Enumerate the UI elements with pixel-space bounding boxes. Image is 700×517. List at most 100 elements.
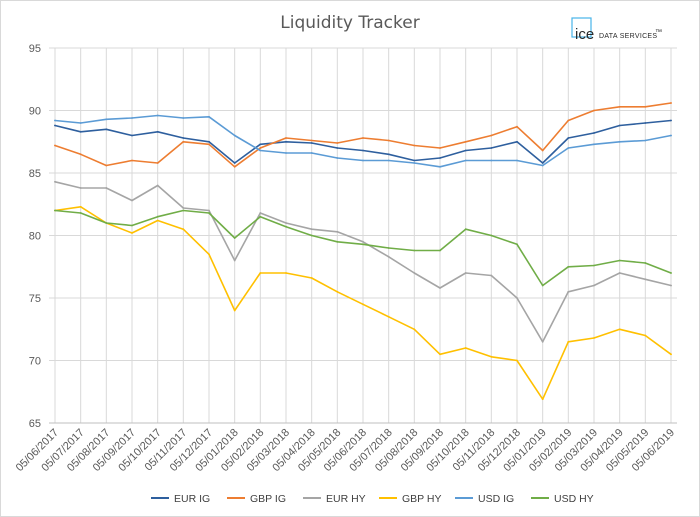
series-point-eur-hy xyxy=(336,230,339,233)
series-point-eur-ig xyxy=(233,162,236,164)
series-point-gbp-ig xyxy=(336,142,339,144)
series-point-eur-hy xyxy=(208,209,210,212)
series-point-eur-ig xyxy=(413,159,416,162)
y-tick-label: 90 xyxy=(29,106,41,118)
series-point-gbp-ig xyxy=(516,125,518,128)
series-point-eur-ig xyxy=(387,153,390,156)
series-point-eur-ig xyxy=(490,147,493,149)
series-point-usd-hy xyxy=(670,272,672,274)
legend-label-usd-ig: USD IG xyxy=(478,493,514,505)
series-point-usd-ig xyxy=(670,134,672,137)
series-point-usd-ig xyxy=(362,159,364,162)
logo-trademark-mark: ™ xyxy=(655,29,662,36)
series-point-usd-ig xyxy=(464,159,467,162)
series-point-eur-hy xyxy=(182,207,185,209)
series-point-usd-ig xyxy=(79,122,82,124)
series-point-usd-ig xyxy=(644,139,647,142)
series-point-eur-ig xyxy=(362,149,364,152)
series-point-usd-hy xyxy=(516,243,518,246)
series-point-eur-ig xyxy=(208,140,210,143)
series-point-usd-ig xyxy=(618,140,621,143)
series-point-eur-hy xyxy=(131,199,133,202)
series-layer xyxy=(54,102,672,401)
series-point-eur-hy xyxy=(285,222,287,224)
series-point-usd-hy xyxy=(593,264,595,267)
series-point-gbp-ig xyxy=(413,144,416,147)
series-point-eur-hy xyxy=(644,278,647,281)
series-point-usd-hy xyxy=(464,228,467,231)
series-point-usd-hy xyxy=(259,215,262,218)
series-point-gbp-ig xyxy=(310,139,313,142)
series-point-gbp-hy xyxy=(259,272,262,274)
series-point-usd-ig xyxy=(208,115,210,118)
series-point-usd-ig xyxy=(541,164,544,167)
series-point-gbp-ig xyxy=(54,144,56,147)
series-point-eur-hy xyxy=(541,340,544,343)
series-point-eur-ig xyxy=(79,130,82,133)
series-point-gbp-ig xyxy=(285,137,287,139)
series-point-usd-hy xyxy=(156,215,159,218)
series-point-gbp-ig xyxy=(233,165,236,168)
series-point-usd-ig xyxy=(131,117,133,119)
series-point-usd-ig xyxy=(567,147,570,149)
series-point-gbp-hy xyxy=(567,340,570,343)
series-point-gbp-ig xyxy=(490,134,493,137)
series-point-usd-ig xyxy=(285,152,287,154)
series-point-usd-ig xyxy=(387,159,390,162)
series-point-gbp-hy xyxy=(413,328,416,331)
series-point-usd-ig xyxy=(54,119,56,122)
chart-title: Liquidity Tracker xyxy=(280,13,419,33)
series-point-gbp-hy xyxy=(516,359,518,362)
series-point-usd-hy xyxy=(644,262,647,264)
logo-frame xyxy=(571,17,592,38)
series-point-eur-hy xyxy=(54,180,56,183)
series-point-eur-hy xyxy=(310,228,313,231)
series-point-eur-ig xyxy=(516,140,518,143)
series-point-gbp-hy xyxy=(387,315,390,318)
series-point-gbp-ig xyxy=(131,159,133,162)
series-point-gbp-ig xyxy=(208,143,210,146)
series-point-gbp-hy xyxy=(670,353,672,356)
y-tick-label: 65 xyxy=(29,418,41,430)
series-point-usd-hy xyxy=(208,212,210,214)
series-point-eur-ig xyxy=(541,162,544,164)
series-point-usd-ig xyxy=(439,165,441,168)
y-tick-label: 85 xyxy=(29,168,41,180)
series-point-usd-hy xyxy=(387,247,390,249)
series-point-eur-hy xyxy=(618,272,621,274)
series-point-usd-hy xyxy=(182,209,185,212)
series-point-eur-hy xyxy=(259,212,262,214)
series-point-usd-hy xyxy=(336,240,339,243)
series-point-gbp-ig xyxy=(541,149,544,152)
series-point-gbp-ig xyxy=(593,109,595,112)
series-point-usd-ig xyxy=(336,157,339,159)
series-point-eur-hy xyxy=(233,259,236,262)
series-point-eur-ig xyxy=(618,124,621,127)
series-point-usd-hy xyxy=(618,259,621,262)
series-point-gbp-ig xyxy=(156,162,159,164)
series-point-gbp-ig xyxy=(79,153,82,156)
series-point-eur-hy xyxy=(593,284,595,287)
logo-primary-text: ice xyxy=(575,26,594,43)
series-point-usd-hy xyxy=(131,224,133,227)
series-point-eur-ig xyxy=(105,128,108,131)
series-point-eur-ig xyxy=(439,157,441,159)
legend-label-usd-hy: USD HY xyxy=(554,493,594,505)
series-point-gbp-hy xyxy=(285,272,287,274)
series-point-eur-hy xyxy=(567,290,570,293)
series-point-gbp-ig xyxy=(644,105,647,108)
series-point-gbp-hy xyxy=(131,232,133,234)
series-point-eur-hy xyxy=(439,287,441,289)
series-point-eur-hy xyxy=(362,240,364,243)
series-point-eur-ig xyxy=(464,149,467,152)
series-point-eur-hy xyxy=(413,272,416,274)
series-point-usd-ig xyxy=(259,149,262,152)
title-layer: Liquidity Tracker xyxy=(280,13,419,33)
series-point-usd-ig xyxy=(182,117,185,119)
series-point-eur-hy xyxy=(387,255,390,258)
series-point-gbp-hy xyxy=(336,290,339,293)
series-point-usd-hy xyxy=(413,249,416,252)
series-point-eur-ig xyxy=(54,124,56,127)
series-point-eur-ig xyxy=(156,130,159,133)
